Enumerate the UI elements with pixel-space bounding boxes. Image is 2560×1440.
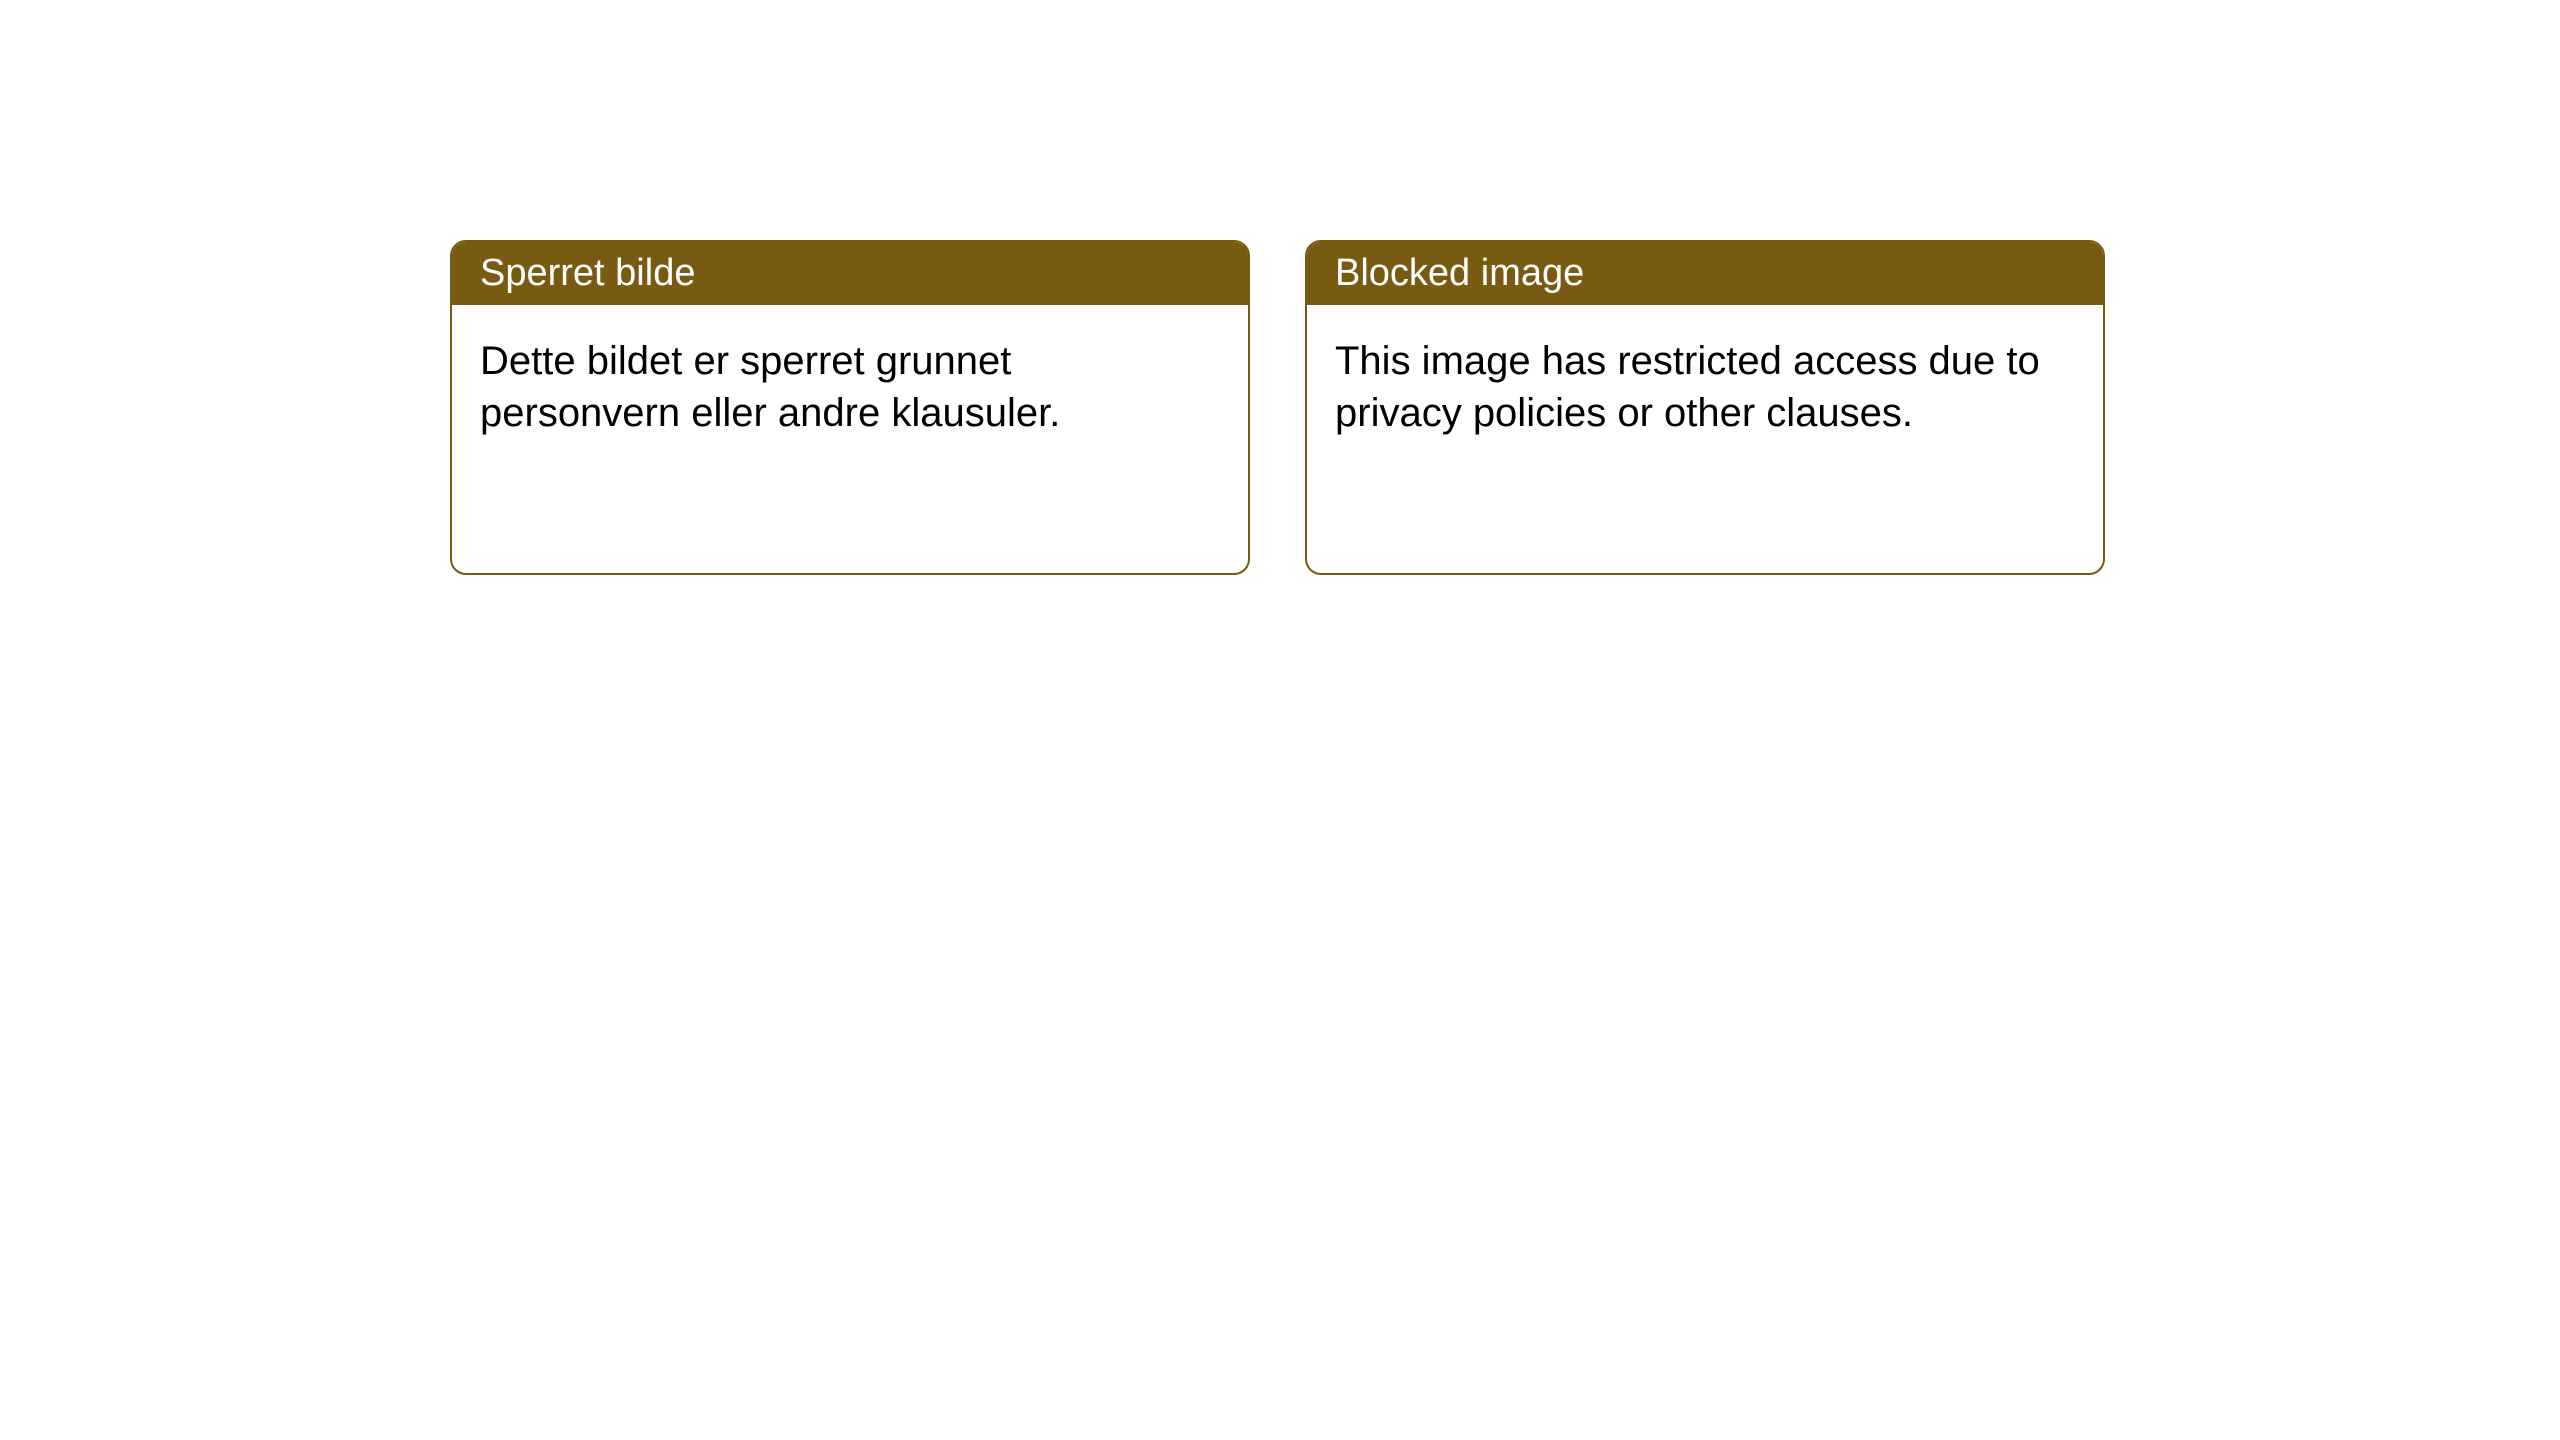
notice-card-english: Blocked image This image has restricted … bbox=[1305, 240, 2105, 575]
notice-body-norwegian: Dette bildet er sperret grunnet personve… bbox=[452, 305, 1248, 573]
notice-card-norwegian: Sperret bilde Dette bildet er sperret gr… bbox=[450, 240, 1250, 575]
notice-header-english: Blocked image bbox=[1307, 242, 2103, 305]
notice-title-english: Blocked image bbox=[1335, 252, 1584, 294]
notice-header-norwegian: Sperret bilde bbox=[452, 242, 1248, 305]
notice-text-norwegian: Dette bildet er sperret grunnet personve… bbox=[480, 339, 1060, 435]
notice-body-english: This image has restricted access due to … bbox=[1307, 305, 2103, 573]
notice-title-norwegian: Sperret bilde bbox=[480, 252, 695, 294]
notice-text-english: This image has restricted access due to … bbox=[1335, 339, 2040, 435]
notice-container: Sperret bilde Dette bildet er sperret gr… bbox=[450, 240, 2105, 575]
